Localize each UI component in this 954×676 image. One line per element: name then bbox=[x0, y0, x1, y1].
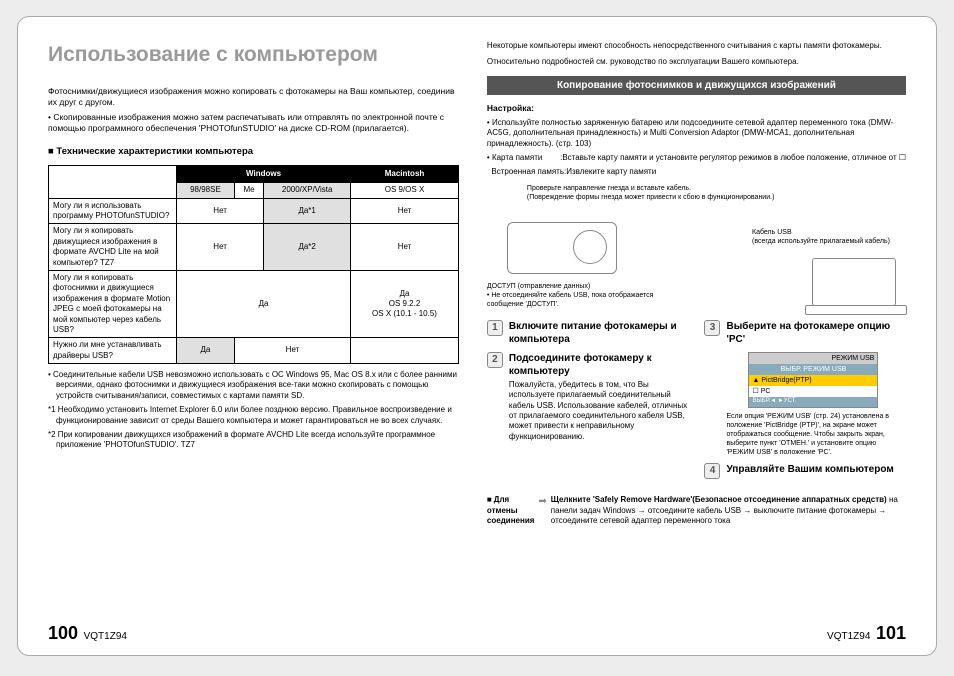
sys-req-label: Технические характеристики компьютера bbox=[48, 146, 459, 158]
note-1: • Соединительные кабели USB невозможно и… bbox=[48, 370, 459, 401]
step-num-1: 1 bbox=[487, 320, 503, 336]
setup-1: • Используйте полностью заряженную батар… bbox=[487, 118, 906, 149]
intro-1: Фотоснимки/движущиеся изображения можно … bbox=[48, 86, 459, 108]
th-windows: Windows bbox=[177, 165, 351, 182]
copy-header: Копирование фотоснимков и движущихся изо… bbox=[487, 76, 906, 95]
footer-left: 100 VQT1Z94 bbox=[48, 622, 127, 645]
note-2: *1 Необходимо установить Internet Explor… bbox=[48, 405, 459, 426]
cancel-label: Для отмены соединения bbox=[487, 495, 534, 526]
sys-req-table: Windows Macintosh 98/98SE Me 2000/XP/Vis… bbox=[48, 165, 459, 364]
procedure: 1 Включите питание фотокамеры и компьюте… bbox=[487, 320, 906, 486]
step-2-title: Подсоедините фотокамеру к компьютеру bbox=[509, 352, 689, 378]
laptop-icon bbox=[812, 258, 896, 306]
setup-label: Настройка: bbox=[487, 103, 906, 114]
cancel-bold: Щелкните 'Safely Remove Hardware'(Безопа… bbox=[551, 495, 887, 504]
setup-2: • Карта памяти :Вставьте карту памяти и … bbox=[487, 153, 906, 163]
step-4: 4 Управляйте Вашим компьютером bbox=[704, 463, 906, 479]
left-column: Использование с компьютером Фотоснимки/д… bbox=[48, 41, 459, 639]
cancel-text: Щелкните 'Safely Remove Hardware'(Безопа… bbox=[551, 495, 906, 526]
intro-2: • Скопированные изображения можно затем … bbox=[48, 112, 459, 134]
footer-right: VQT1Z94 101 bbox=[827, 622, 906, 645]
proc-col-1: 1 Включите питание фотокамеры и компьюте… bbox=[487, 320, 689, 486]
step-1-title: Включите питание фотокамеры и компьютера bbox=[509, 320, 689, 346]
cancel-connection: Для отмены соединения ➡ Щелкните 'Safely… bbox=[487, 495, 906, 526]
page-title: Использование с компьютером bbox=[48, 41, 459, 68]
setup-3: Встроенная память:Извлеките карту памяти bbox=[487, 167, 906, 177]
step-num-2: 2 bbox=[487, 352, 503, 368]
usb-menu-header: РЕЖИМ USB bbox=[749, 353, 877, 364]
step-3: 3 Выберите на фотокамере опцию 'PC' РЕЖИ… bbox=[704, 320, 906, 458]
step-4-title: Управляйте Вашим компьютером bbox=[726, 463, 893, 476]
page-no-left: 100 bbox=[48, 623, 78, 643]
step-1: 1 Включите питание фотокамеры и компьюте… bbox=[487, 320, 689, 346]
step-2: 2 Подсоедините фотокамеру к компьютеру П… bbox=[487, 352, 689, 442]
th-mac: Macintosh bbox=[351, 165, 459, 182]
camera-lens-icon bbox=[573, 230, 607, 264]
step-3-title: Выберите на фотокамере опцию 'PC' bbox=[726, 320, 906, 346]
usb-menu-selected: ▲ PictBridge(PTP) bbox=[749, 375, 877, 386]
usb-mode-menu: РЕЖИМ USB ВЫБР. РЕЖИМ USB ▲ PictBridge(P… bbox=[748, 352, 878, 408]
step-num-4: 4 bbox=[704, 463, 720, 479]
proc-col-2: 3 Выберите на фотокамере опцию 'PC' РЕЖИ… bbox=[704, 320, 906, 486]
diag-access-text: ДОСТУП (отправление данных) • Не отсоеди… bbox=[487, 282, 687, 309]
table-row: Нужно ли мне устанавливать драйверы USB?… bbox=[49, 338, 459, 364]
connection-diagram: Проверьте направление гнезда и вставьте … bbox=[487, 184, 906, 314]
diag-usb-text: Кабель USB (всегда используйте прилагаем… bbox=[752, 228, 892, 246]
usb-menu-footer: ВЫБР.◄ ►УСТ. bbox=[749, 397, 877, 407]
table-row: Могу ли я использовать программу PHOTOfu… bbox=[49, 198, 459, 224]
manual-spread: Использование с компьютером Фотоснимки/д… bbox=[17, 16, 937, 656]
sub-c2: Me bbox=[234, 183, 263, 198]
diag-top-text: Проверьте направление гнезда и вставьте … bbox=[527, 184, 887, 202]
right-column: Некоторые компьютеры имеют способность н… bbox=[487, 41, 906, 639]
usb-menu-option: ☐ PC bbox=[749, 386, 877, 397]
table-notes: • Соединительные кабели USB невозможно и… bbox=[48, 370, 459, 451]
page-no-right: 101 bbox=[876, 623, 906, 643]
note-3: *2 При копировании движущихся изображени… bbox=[48, 430, 459, 451]
table-row: Могу ли я копировать движущиеся изображе… bbox=[49, 224, 459, 271]
step-num-3: 3 bbox=[704, 320, 720, 336]
sub-c3: 2000/XP/Vista bbox=[264, 183, 351, 198]
step-2-body: Пожалуйста, убедитесь в том, что Вы испо… bbox=[509, 380, 689, 442]
doc-id-left: VQT1Z94 bbox=[84, 631, 127, 642]
usb-menu-mid: ВЫБР. РЕЖИМ USB bbox=[749, 364, 877, 375]
table-row: Могу ли я копировать фотоснимки и движущ… bbox=[49, 270, 459, 337]
step-3-note: Если опция 'РЕЖИМ USB' (стр. 24) установ… bbox=[726, 412, 906, 457]
sub-c1: 98/98SE bbox=[177, 183, 235, 198]
doc-id-right: VQT1Z94 bbox=[827, 631, 870, 642]
arrow-icon: ➡ bbox=[538, 495, 546, 526]
top-note-2: Относительно подробностей см. руководств… bbox=[487, 57, 906, 67]
sub-c4: OS 9/OS X bbox=[351, 183, 459, 198]
top-note-1: Некоторые компьютеры имеют способность н… bbox=[487, 41, 906, 51]
